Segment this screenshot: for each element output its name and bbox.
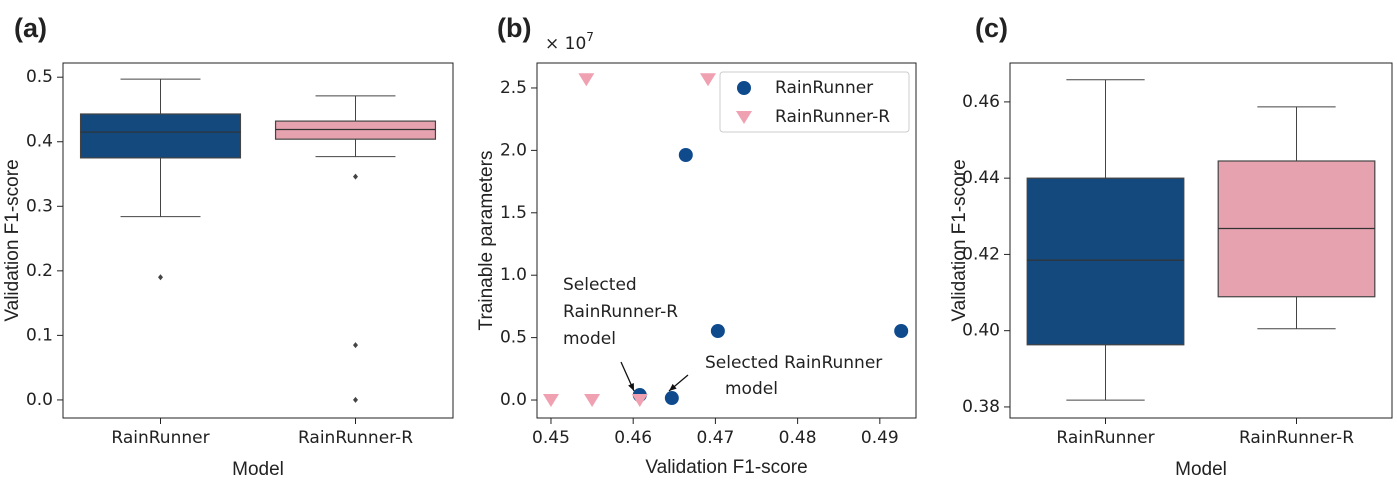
- y-tick-label: 0.46: [962, 92, 1000, 112]
- point: [678, 147, 693, 162]
- y-tick-label: 0.44: [962, 168, 1000, 188]
- y-axis-label: Trainable parameters: [476, 151, 497, 331]
- flier: [158, 274, 163, 281]
- y-tick-label: 1.0: [500, 265, 527, 285]
- point: [894, 323, 909, 338]
- point: [664, 391, 679, 406]
- y-tick-label: 0.40: [962, 321, 1000, 341]
- offset-base: × 10: [545, 34, 586, 54]
- y-tick-label: 1.5: [500, 203, 527, 223]
- annotation: Selected RainRunner: [705, 353, 882, 373]
- legend-marker: [737, 81, 751, 95]
- x-tick-label: 0.48: [779, 428, 817, 448]
- box: [274, 120, 437, 140]
- offset-text: × 107: [545, 30, 594, 55]
- y-tick-label: 0.3: [26, 196, 53, 216]
- plot-frame: [536, 62, 917, 419]
- x-tick-label: 0.45: [532, 428, 570, 448]
- x-tick-label: 0.49: [861, 428, 899, 448]
- flier: [353, 342, 358, 349]
- legend-label: RainRunner: [775, 78, 873, 98]
- legend-box: [719, 71, 910, 133]
- y-tick-label: 2.5: [500, 78, 527, 98]
- point: [584, 394, 601, 408]
- flier: [353, 173, 358, 180]
- x-axis-label: Validation F1-score: [645, 457, 807, 478]
- annotation: model: [563, 329, 616, 349]
- y-axis-label: Validation F1-score: [2, 159, 23, 321]
- y-tick-label: 0.1: [26, 325, 53, 345]
- annotation: model: [725, 379, 778, 399]
- legend-label: RainRunner-R: [775, 107, 890, 127]
- y-tick-label: 0.2: [26, 261, 53, 281]
- y-axis-label: Validation F1-score: [949, 159, 970, 321]
- panel-label: (a): [14, 13, 47, 43]
- plot-frame: [1009, 62, 1393, 419]
- box: [1026, 177, 1185, 346]
- offset-exponent: 7: [586, 30, 594, 44]
- x-tick-label: 0.47: [696, 428, 734, 448]
- flier: [353, 396, 358, 403]
- point: [700, 73, 717, 87]
- y-tick-label: 2.0: [500, 140, 527, 160]
- annotation: RainRunner-R: [563, 302, 678, 322]
- point: [578, 73, 595, 87]
- annotation: Selected: [563, 275, 637, 295]
- y-tick-label: 0.4: [26, 132, 53, 152]
- x-axis-label: Model: [1175, 459, 1227, 480]
- x-tick-label: 0.46: [614, 428, 652, 448]
- legend-marker: [736, 111, 752, 124]
- plot-frame: [62, 62, 454, 419]
- y-tick-label: 0.0: [500, 390, 527, 410]
- x-tick-label: RainRunner: [1056, 428, 1154, 448]
- y-tick-label: 0.42: [962, 244, 1000, 264]
- point: [710, 323, 725, 338]
- point: [542, 394, 559, 408]
- panel-label: (c): [975, 13, 1008, 43]
- y-tick-label: 0.0: [26, 390, 53, 410]
- x-axis-label: Model: [232, 459, 284, 480]
- y-tick-label: 0.38: [962, 397, 1000, 417]
- y-tick-label: 0.5: [500, 328, 527, 348]
- x-tick-label: RainRunner: [111, 428, 209, 448]
- arrow-head: [628, 383, 634, 391]
- y-tick-label: 0.5: [26, 67, 53, 87]
- point: [631, 394, 648, 408]
- panel-label: (b): [497, 13, 531, 43]
- box: [79, 113, 242, 159]
- x-tick-label: RainRunner-R: [1239, 428, 1354, 448]
- arrow-head: [669, 383, 677, 391]
- x-tick-label: RainRunner-R: [298, 428, 413, 448]
